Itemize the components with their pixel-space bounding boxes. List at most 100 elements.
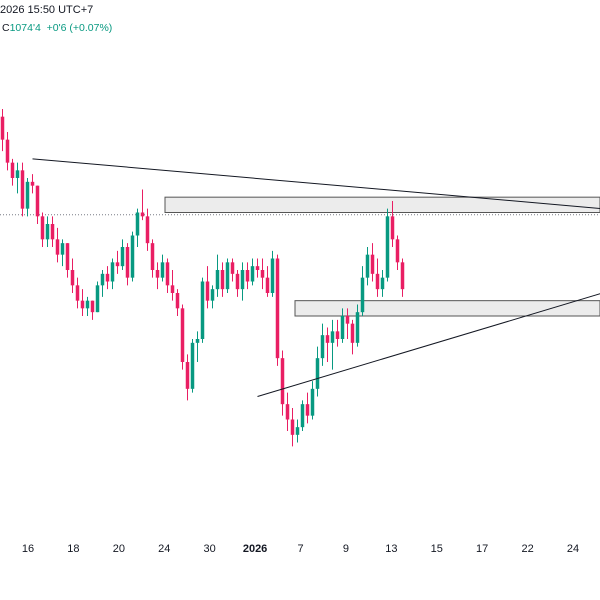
- candle: [190, 339, 195, 393]
- candle-body: [245, 270, 250, 282]
- candle: [105, 266, 110, 290]
- x-tick-label: 20: [113, 543, 125, 555]
- candle-body: [380, 277, 385, 290]
- candle: [40, 212, 45, 247]
- candle-body: [225, 262, 230, 290]
- x-tick-label: 17: [476, 543, 488, 555]
- candle: [135, 208, 140, 247]
- candle: [120, 239, 125, 270]
- zone-rect-1: [164, 196, 600, 214]
- candle-body: [270, 258, 275, 293]
- candle: [225, 258, 230, 293]
- candle: [60, 239, 65, 267]
- candle: [25, 178, 30, 217]
- x-tick-label: 30: [204, 543, 216, 555]
- candle-body: [20, 170, 25, 209]
- trendline-2: [257, 293, 600, 397]
- candle-body: [155, 270, 160, 278]
- candle-body: [0, 116, 5, 140]
- candle-body: [10, 162, 15, 178]
- candle-body: [25, 181, 30, 209]
- candle-body: [335, 331, 340, 339]
- candle-body: [280, 358, 285, 405]
- candle-body: [310, 388, 315, 416]
- candle-body: [65, 243, 70, 270]
- candle-body: [95, 285, 100, 313]
- x-tick-label: 18: [67, 543, 79, 555]
- chart-header: 2026 15:50 UTC+7: [0, 4, 93, 16]
- candle: [150, 239, 155, 278]
- candle-body: [35, 185, 40, 217]
- candle: [395, 235, 400, 270]
- candle: [345, 308, 350, 339]
- candle: [210, 285, 215, 309]
- candle-body: [60, 243, 65, 255]
- candle: [255, 258, 260, 278]
- candle-body: [145, 216, 150, 244]
- candle: [265, 266, 270, 297]
- candle: [35, 185, 40, 224]
- candle-body: [85, 300, 90, 309]
- candle: [370, 243, 375, 282]
- close-value: 1074'4: [9, 22, 41, 34]
- candle-body: [365, 254, 370, 278]
- candle-body: [300, 404, 305, 428]
- candle-body: [220, 270, 225, 290]
- x-tick-label: 7: [297, 543, 303, 555]
- candle: [195, 331, 200, 362]
- candle: [180, 304, 185, 370]
- x-tick-label: 13: [385, 543, 397, 555]
- candle: [160, 254, 165, 282]
- candle: [165, 258, 170, 293]
- x-tick-label: 24: [567, 543, 579, 555]
- candle: [30, 174, 35, 194]
- candle-body: [330, 331, 335, 343]
- candle: [245, 262, 250, 290]
- candle-body: [90, 300, 95, 313]
- candle-body: [150, 243, 155, 270]
- candle: [220, 262, 225, 297]
- candle: [55, 227, 60, 263]
- close-label: C: [2, 22, 10, 34]
- candle-body: [100, 273, 105, 286]
- candle: [320, 323, 325, 366]
- candle: [110, 258, 115, 290]
- x-tick-label: 22: [521, 543, 533, 555]
- x-axis: 16 18 20 24 30 2026 7 9 13 15 17 22 24: [22, 543, 579, 555]
- candle-body: [370, 254, 375, 274]
- zone-rect-2: [294, 300, 600, 317]
- candle-body: [350, 323, 355, 343]
- candle-body: [285, 404, 290, 420]
- candle: [315, 346, 320, 397]
- candle-body: [230, 262, 235, 274]
- candle: [240, 262, 245, 301]
- candle-body: [135, 212, 140, 236]
- candle-body: [305, 404, 310, 416]
- candle: [295, 419, 300, 443]
- candle: [130, 231, 135, 282]
- candle: [45, 216, 50, 247]
- candle-body: [375, 273, 380, 290]
- candle: [170, 270, 175, 301]
- candle-body: [320, 335, 325, 359]
- candle: [15, 162, 20, 194]
- candle: [10, 158, 15, 186]
- candle: [260, 258, 265, 290]
- candle: [235, 270, 240, 297]
- candle: [230, 258, 235, 282]
- candle: [330, 319, 335, 370]
- candle: [70, 258, 75, 293]
- candle: [140, 189, 145, 221]
- candle-body: [390, 216, 395, 240]
- candle: [50, 216, 55, 247]
- candle-body: [355, 312, 360, 343]
- trendlines-group: [32, 158, 600, 397]
- candle: [5, 132, 10, 171]
- candle-body: [395, 239, 400, 263]
- candle: [355, 304, 360, 347]
- candle-body: [275, 258, 280, 359]
- candle: [185, 354, 190, 401]
- candle: [400, 258, 405, 297]
- candle: [340, 308, 345, 343]
